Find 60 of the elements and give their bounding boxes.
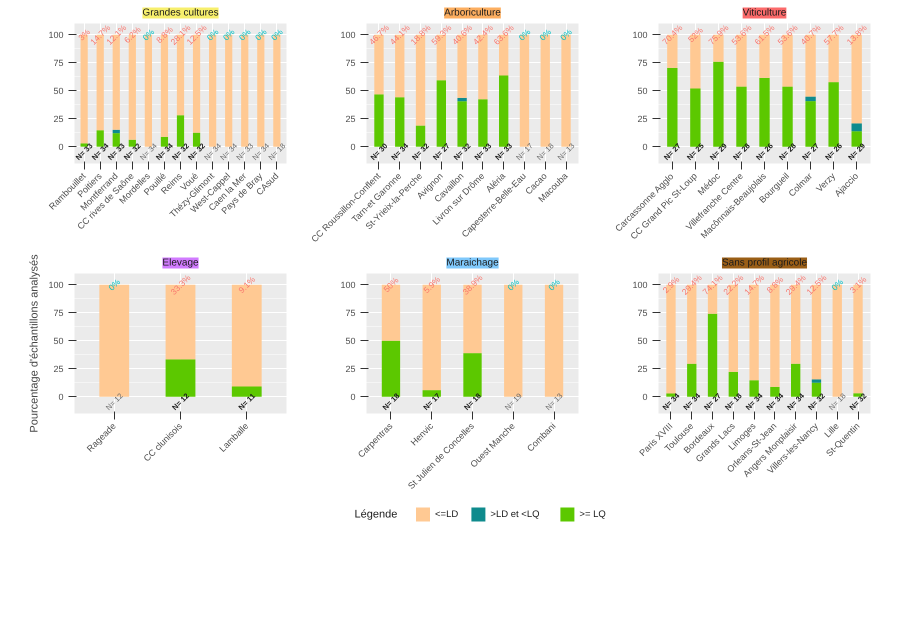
y-tick-label: 0	[58, 142, 64, 152]
y-tick-label: 75	[53, 58, 64, 68]
y-tick-label: 25	[345, 114, 356, 124]
chart-title: Elevage	[162, 258, 200, 268]
annotation: 0%	[537, 26, 554, 43]
annotation: 3%	[76, 26, 92, 43]
chart-title: Viticulture	[742, 8, 787, 18]
y-tick-label: 0	[642, 142, 648, 152]
y-tick-label: 25	[53, 114, 64, 124]
annotation: 50%	[381, 274, 401, 294]
annotation: 52%	[686, 24, 706, 44]
chart-title: Arboriculture	[444, 8, 502, 18]
annotation: 0%	[252, 26, 269, 43]
legend-label: >LD et <LQ	[490, 509, 540, 520]
y-tick-label: 75	[637, 308, 648, 318]
chart-title: Sans profil agricole	[722, 258, 808, 268]
y-tick-label: 50	[637, 336, 648, 346]
y-tick-label: 50	[345, 336, 356, 346]
y-tick-label: 100	[632, 280, 648, 290]
y-tick-label: 50	[345, 86, 356, 96]
y-tick-label: 25	[637, 364, 648, 374]
legend-title: Légende	[354, 508, 398, 520]
annotation: 0%	[106, 276, 122, 293]
y-tick-label: 50	[53, 336, 64, 346]
y-tick-label: 75	[345, 58, 356, 68]
bar	[457, 98, 467, 102]
y-tick-label: 100	[48, 30, 64, 40]
y-axis-title: Pourcentage d'échantillons analysés	[28, 254, 40, 433]
y-tick-label: 25	[637, 114, 648, 124]
bar	[112, 130, 120, 134]
chart-title: Maraichage	[446, 258, 500, 268]
annotation: 0%	[558, 26, 574, 43]
annotation: 0%	[505, 276, 522, 293]
y-tick-label: 100	[340, 30, 356, 40]
legend-label: >= LQ	[579, 509, 606, 520]
bar	[805, 96, 816, 102]
y-tick-label: 75	[637, 58, 648, 68]
y-tick-label: 75	[53, 308, 64, 318]
annotation: 0%	[236, 26, 253, 43]
annotation: 0%	[516, 26, 533, 43]
annotation: 0%	[220, 26, 237, 43]
y-tick-label: 0	[350, 142, 356, 152]
chart-title: Grandes cultures	[142, 8, 219, 18]
annotation: 0%	[546, 276, 562, 293]
y-tick-label: 100	[48, 280, 64, 290]
y-tick-label: 0	[58, 392, 64, 402]
y-tick-label: 25	[345, 364, 356, 374]
legend-label: <=LD	[435, 509, 458, 520]
y-tick-label: 50	[53, 86, 64, 96]
y-tick-label: 50	[637, 86, 648, 96]
annotation: 0%	[268, 26, 286, 43]
y-tick-label: 0	[350, 392, 356, 402]
y-tick-label: 0	[642, 392, 648, 402]
y-tick-label: 100	[632, 30, 648, 40]
y-tick-label: 25	[53, 364, 64, 374]
annotation: 0%	[140, 26, 157, 43]
y-tick-label: 75	[345, 308, 356, 318]
y-tick-label: 100	[340, 280, 356, 290]
annotation: 0%	[829, 276, 846, 293]
bar	[851, 123, 862, 132]
